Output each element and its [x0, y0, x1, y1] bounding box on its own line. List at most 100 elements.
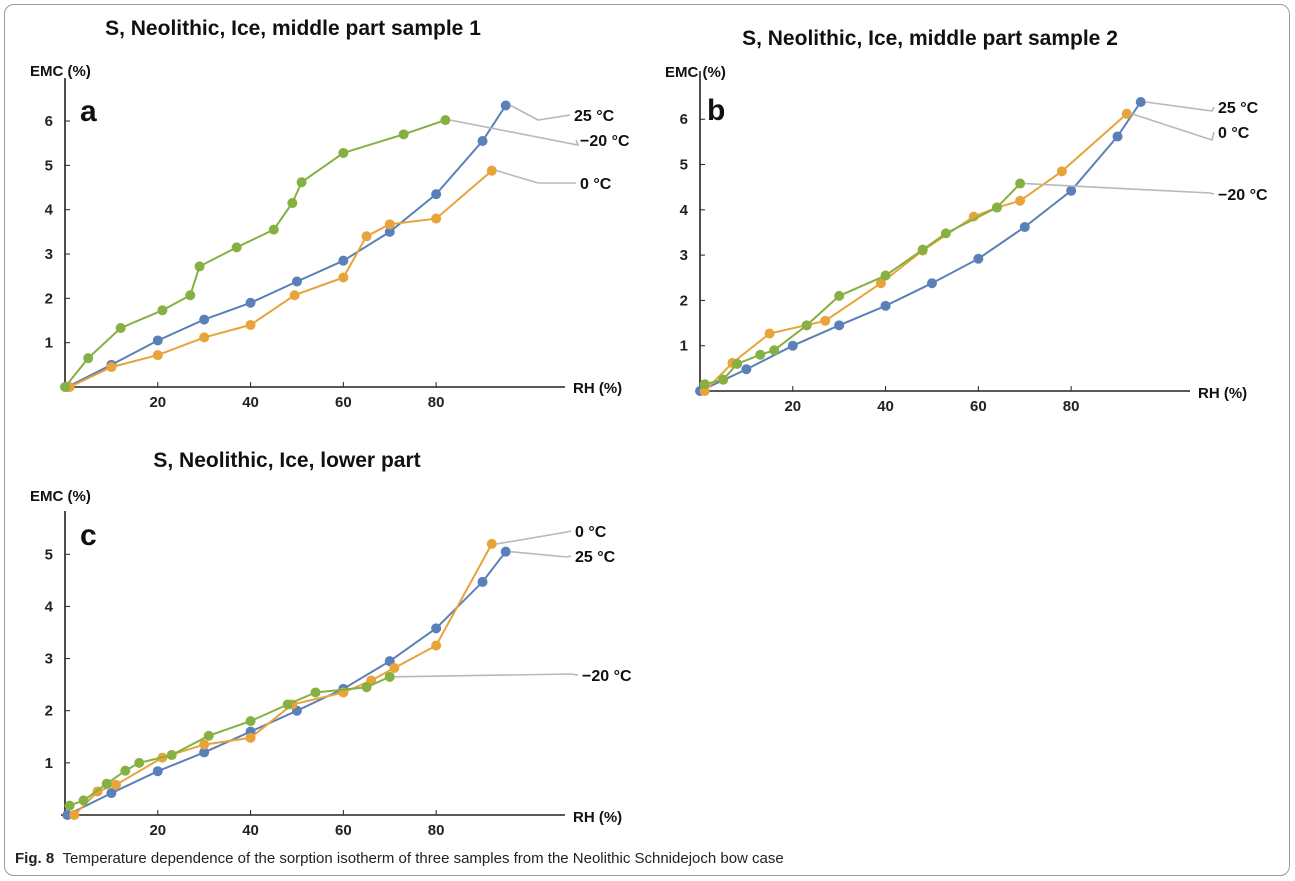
series-minus20C: −20 °C — [64, 668, 632, 811]
data-point — [834, 320, 845, 331]
y-tick-label: 1 — [680, 338, 688, 355]
figure-canvas: S, Neolithic, Ice, middle part sample 1 a… — [30, 17, 1268, 839]
data-point — [820, 315, 831, 326]
x-tick-label: 60 — [335, 822, 352, 839]
y-tick-label: 5 — [680, 157, 688, 174]
chart-title: S, Neolithic, Ice, lower part — [153, 449, 420, 472]
data-point — [245, 716, 256, 727]
data-point — [718, 374, 729, 385]
data-point — [289, 290, 300, 301]
y-tick-label: 4 — [680, 202, 689, 219]
y-tick-label: 1 — [45, 335, 53, 352]
series-label-leader — [496, 530, 572, 545]
data-point — [431, 623, 442, 634]
data-point — [185, 290, 196, 301]
y-tick-label: 1 — [45, 755, 53, 772]
data-point — [157, 305, 168, 316]
data-point — [1112, 131, 1123, 142]
data-point — [384, 226, 395, 237]
data-point — [231, 242, 242, 253]
data-point — [787, 340, 798, 351]
data-point — [310, 687, 321, 698]
x-tick-label: 40 — [877, 398, 894, 415]
caption-text: Temperature dependence of the sorption i… — [62, 850, 784, 867]
data-point — [917, 244, 928, 255]
series-minus20C: −20 °C — [699, 178, 1268, 390]
series-label-leader — [510, 104, 571, 121]
data-point — [875, 278, 886, 289]
series-label-leader — [450, 119, 580, 147]
series-25C: 25 °C — [62, 100, 615, 392]
x-tick-label: 20 — [149, 394, 166, 411]
data-point — [1135, 97, 1146, 108]
data-point — [926, 278, 937, 289]
data-point — [389, 662, 400, 673]
series-label: 25 °C — [574, 108, 615, 125]
x-tick-label: 20 — [149, 822, 166, 839]
y-axis-label: EMC (%) — [30, 63, 91, 80]
data-point — [431, 189, 442, 200]
y-tick-label: 4 — [45, 202, 54, 219]
data-point — [1066, 185, 1077, 196]
series-label: −20 °C — [582, 668, 632, 685]
panel-label: c — [80, 519, 97, 552]
data-point — [973, 253, 984, 264]
data-point — [296, 177, 307, 188]
x-tick-label: 80 — [428, 822, 445, 839]
series-line — [703, 113, 1128, 392]
data-point — [500, 546, 511, 557]
chart-panel-c: S, Neolithic, Ice, lower part c EMC (%) RH … — [30, 449, 632, 839]
data-point — [741, 364, 752, 375]
figure-caption: Fig. 8 Temperature dependence of the sor… — [15, 850, 784, 867]
data-point — [166, 750, 177, 761]
data-point — [880, 300, 891, 311]
y-tick-label: 6 — [45, 113, 53, 130]
data-point — [384, 671, 395, 682]
caption-label: Fig. 8 — [15, 850, 55, 867]
data-point — [880, 270, 891, 281]
x-tick-label: 40 — [242, 822, 259, 839]
x-axis-label: RH (%) — [573, 809, 622, 826]
data-point — [115, 323, 126, 334]
data-point — [338, 272, 349, 283]
panel-label: b — [707, 94, 725, 127]
data-point — [338, 255, 349, 266]
series-minus20C: −20 °C — [60, 115, 630, 392]
data-point — [764, 328, 775, 339]
series-label-leader — [1025, 182, 1215, 195]
series-line — [66, 104, 507, 388]
chart-panel-a: S, Neolithic, Ice, middle part sample 1 a… — [30, 17, 630, 411]
data-point — [134, 757, 145, 768]
y-tick-label: 4 — [45, 598, 54, 615]
panel-label: a — [80, 95, 97, 128]
series-25C: 25 °C — [695, 97, 1259, 396]
series-line — [64, 119, 446, 388]
series-line — [73, 543, 493, 816]
chart-title: S, Neolithic, Ice, middle part sample 2 — [742, 27, 1118, 50]
data-point — [152, 335, 163, 346]
series-25C: 25 °C — [62, 546, 616, 820]
data-point — [486, 538, 497, 549]
data-point — [106, 788, 117, 799]
x-axis-label: RH (%) — [1198, 385, 1247, 402]
data-point — [732, 358, 743, 369]
series-label-leader — [510, 550, 572, 558]
series-label: 0 °C — [575, 524, 607, 541]
data-point — [120, 765, 131, 776]
x-tick-label: 20 — [784, 398, 801, 415]
chart-panel-b: S, Neolithic, Ice, middle part sample 2 b… — [665, 27, 1268, 415]
y-tick-label: 3 — [680, 247, 688, 264]
data-point — [440, 115, 451, 126]
data-point — [1056, 166, 1067, 177]
y-axis-label: EMC (%) — [30, 488, 91, 505]
data-point — [398, 129, 409, 140]
data-point — [755, 349, 766, 360]
series-label: 25 °C — [575, 549, 616, 566]
y-tick-label: 6 — [680, 111, 688, 128]
data-point — [486, 165, 497, 176]
y-tick-label: 5 — [45, 546, 53, 563]
y-tick-label: 3 — [45, 246, 53, 263]
figure-frame — [4, 4, 1290, 876]
chart-title: S, Neolithic, Ice, middle part sample 1 — [105, 17, 481, 40]
series-label: 25 °C — [1218, 100, 1259, 117]
